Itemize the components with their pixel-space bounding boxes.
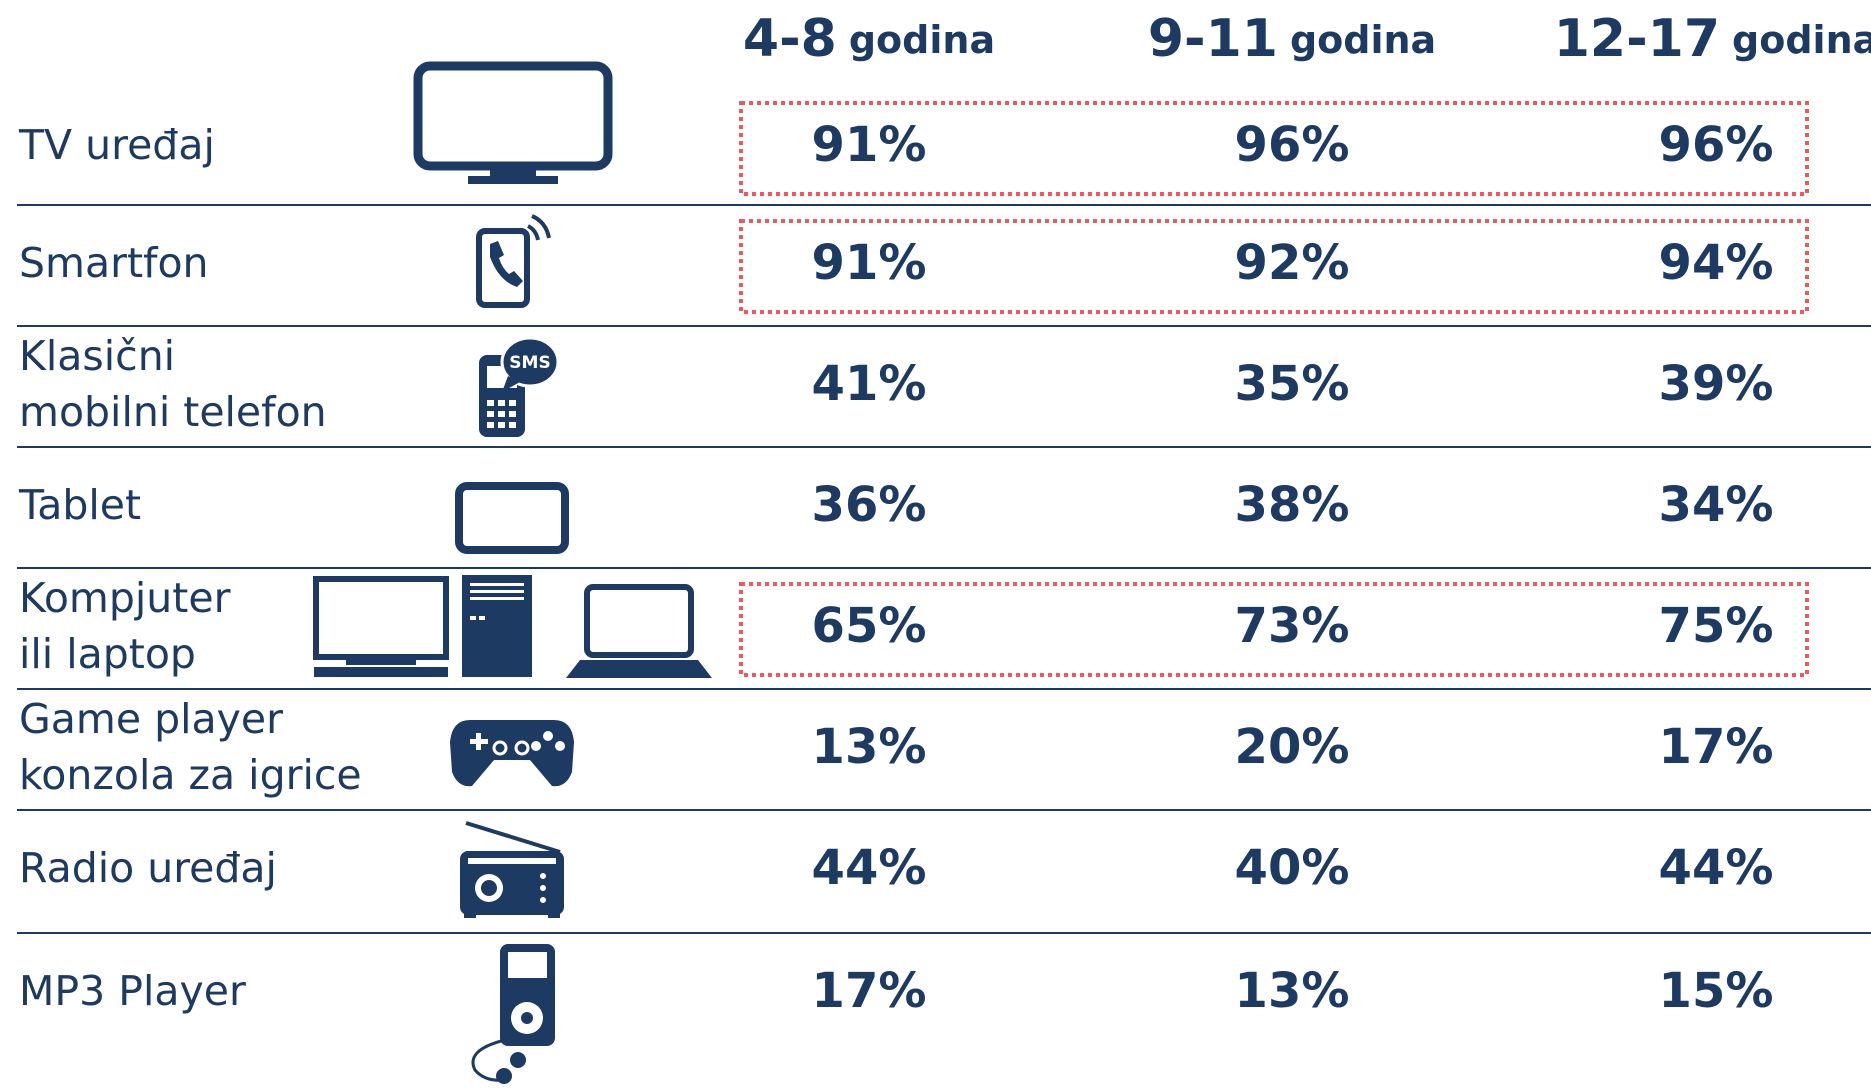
row-label: ili laptop xyxy=(19,630,196,678)
cell-value: 92% xyxy=(1235,235,1350,291)
column-unit: godina xyxy=(1290,18,1436,62)
computer-icons xyxy=(313,575,712,678)
column-range: 4-8 xyxy=(743,9,837,69)
cell-value: 96% xyxy=(1659,117,1774,173)
cell-value: 94% xyxy=(1659,235,1774,291)
cell-value: 17% xyxy=(1659,719,1774,775)
icons: SMS xyxy=(313,61,712,1084)
row-label: Kompjuter xyxy=(19,574,231,622)
cell-value: 36% xyxy=(812,477,927,533)
cell-value: 38% xyxy=(1235,477,1350,533)
sms-icon-text: SMS xyxy=(509,353,550,373)
column-unit: godina xyxy=(849,18,995,62)
mp3-icon xyxy=(471,944,555,1084)
row-label: mobilni telefon xyxy=(19,388,327,436)
row-label: konzola za igrice xyxy=(19,751,362,799)
cell-value: 13% xyxy=(812,719,927,775)
row-label: Game player xyxy=(19,695,283,743)
classic-phone-icon: SMS xyxy=(479,336,560,437)
cell-value: 40% xyxy=(1235,840,1350,896)
cell-value: 65% xyxy=(812,598,927,654)
cell-value: 20% xyxy=(1235,719,1350,775)
cell-value: 73% xyxy=(1235,598,1350,654)
cell-value: 15% xyxy=(1659,963,1774,1019)
row-label: MP3 Player xyxy=(19,967,246,1015)
tv-icon xyxy=(413,61,613,184)
row-label: Smartfon xyxy=(19,239,209,287)
cell-value: 91% xyxy=(812,235,927,291)
highlight-box xyxy=(739,219,1809,314)
cell-value: 44% xyxy=(812,840,927,896)
column-unit: godina xyxy=(1732,18,1871,62)
cell-value: 34% xyxy=(1659,477,1774,533)
radio-icon xyxy=(460,821,564,918)
cell-value: 13% xyxy=(1235,963,1350,1019)
column-header: 9-11 godina xyxy=(1148,9,1436,69)
cell-value: 91% xyxy=(812,117,927,173)
highlight-box xyxy=(739,101,1809,196)
cell-value: 75% xyxy=(1659,598,1774,654)
cell-value: 41% xyxy=(812,356,927,412)
row-label: Radio uređaj xyxy=(19,844,277,892)
highlight-box xyxy=(739,582,1809,677)
cell-value: 35% xyxy=(1235,356,1350,412)
row-label: Tablet xyxy=(18,481,141,529)
column-range: 9-11 xyxy=(1148,9,1278,69)
row-label: TV uređaj xyxy=(18,121,215,169)
cell-value: 17% xyxy=(812,963,927,1019)
tablet-icon xyxy=(455,482,569,554)
gamepad-icon xyxy=(450,720,574,787)
cell-value: 44% xyxy=(1659,840,1774,896)
cell-value: 39% xyxy=(1659,356,1774,412)
column-header: 12-17 godina xyxy=(1554,9,1871,69)
smartphone-icon xyxy=(476,214,551,308)
cell-value: 96% xyxy=(1235,117,1350,173)
row-label: Klasični xyxy=(19,332,175,380)
column-header: 4-8 godina xyxy=(743,9,995,69)
column-range: 12-17 xyxy=(1554,9,1720,69)
